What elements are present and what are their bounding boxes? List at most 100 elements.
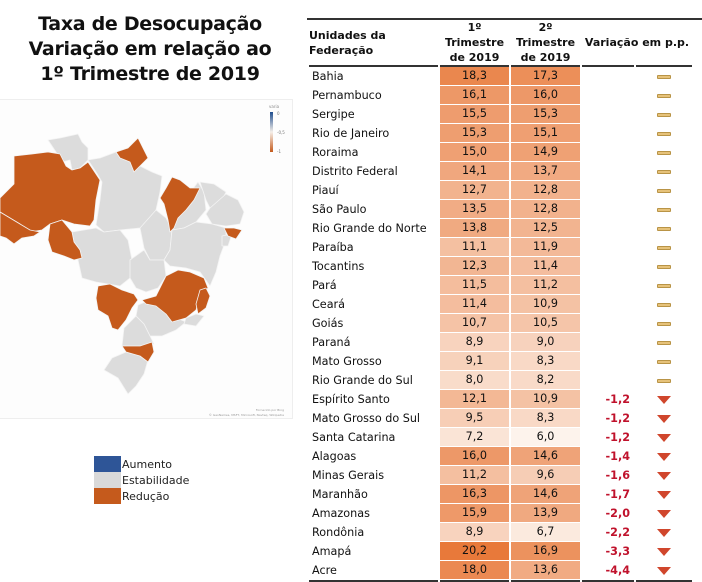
down-triangle-icon [657, 471, 671, 480]
table-row: Piauí 12,7 12,8 [309, 181, 692, 200]
state-santa-catarina[interactable] [121, 341, 155, 363]
header-rule [309, 65, 692, 67]
q2-value: 12,8 [511, 200, 580, 219]
q2-value: 14,6 [511, 485, 580, 504]
variation-icon-cell [636, 238, 692, 257]
state-alagoas[interactable] [223, 227, 243, 240]
header-q2-line2: de 2019 [520, 51, 571, 64]
table-row: Paraná 8,9 9,0 [309, 333, 692, 352]
variation-icon-cell [636, 105, 692, 124]
variation-value: -1,2 [605, 430, 630, 444]
uf-name: Acre [312, 563, 337, 577]
stable-dash-icon [657, 74, 671, 79]
stable-dash-icon [657, 188, 671, 193]
table-row: Santa Catarina 7,2 6,0 -1,2 [309, 428, 692, 447]
table-row: Paraíba 11,1 11,9 [309, 238, 692, 257]
header-q1: 1º Trimestre de 2019 [440, 20, 509, 65]
q2-value: 8,3 [511, 352, 580, 371]
q1-value: 12,1 [440, 390, 509, 409]
uf-name: Ceará [312, 297, 346, 311]
stable-dash-icon [657, 302, 671, 307]
variation-icon-cell [636, 200, 692, 219]
uf-name: Pará [312, 278, 337, 292]
variation-value [582, 314, 634, 333]
uf-name: Mato Grosso [312, 354, 382, 368]
down-triangle-icon [657, 490, 671, 499]
q2-value: 13,6 [511, 561, 580, 580]
uf-name: São Paulo [312, 202, 367, 216]
page-title: Taxa de Desocupação Variação em relação … [0, 12, 300, 87]
table-row: Amazonas 15,9 13,9 -2,0 [309, 504, 692, 523]
uf-name: Maranhão [312, 487, 368, 501]
stable-dash-icon [657, 359, 671, 364]
table-top-rule [307, 18, 702, 20]
down-triangle-icon [657, 528, 671, 537]
legend-swatch-reducao [94, 488, 121, 504]
stable-dash-icon [657, 321, 671, 326]
table-row: Distrito Federal 14,1 13,7 [309, 162, 692, 181]
variation-value: -2,2 [605, 525, 630, 539]
variation-value [582, 276, 634, 295]
uf-name: Tocantins [312, 259, 365, 273]
legend-label: Redução [122, 489, 170, 503]
state-acre[interactable] [0, 211, 41, 245]
q2-value: 9,0 [511, 333, 580, 352]
state-maranhao[interactable] [159, 176, 201, 233]
state-mato-grosso-do-sul[interactable] [95, 283, 139, 331]
q2-value: 10,9 [511, 390, 580, 409]
variation-value [582, 238, 634, 257]
stable-dash-icon [657, 112, 671, 117]
table-row: Rondônia 8,9 6,7 -2,2 [309, 523, 692, 542]
q2-value: 15,3 [511, 105, 580, 124]
q2-value: 17,3 [511, 67, 580, 86]
q2-value: 12,8 [511, 181, 580, 200]
uf-name: Espírito Santo [312, 392, 390, 406]
q2-value: 14,6 [511, 447, 580, 466]
q1-value: 15,0 [440, 143, 509, 162]
variation-icon-cell [636, 447, 692, 466]
uf-name: Rio Grande do Sul [312, 373, 413, 387]
variation-icon-cell [636, 314, 692, 333]
variation-value: -3,3 [605, 544, 630, 558]
color-scale-bar [270, 112, 273, 152]
stable-dash-icon [657, 207, 671, 212]
down-triangle-icon [657, 414, 671, 423]
uf-name: Minas Gerais [312, 468, 385, 482]
table-row: Rio de Janeiro 15,3 15,1 [309, 124, 692, 143]
state-espirito-santo[interactable] [195, 287, 211, 315]
brazil-map: varia 0 -0,5 -1 Fornecido por Bing © Geo… [0, 99, 293, 419]
uf-name: Santa Catarina [312, 430, 396, 444]
q2-value: 11,9 [511, 238, 580, 257]
state-rio-de-janeiro[interactable] [183, 313, 205, 327]
q2-value: 11,4 [511, 257, 580, 276]
state-rn-pb-pe[interactable] [205, 193, 245, 227]
table-row: Tocantins 12,3 11,4 [309, 257, 692, 276]
variation-icon-cell [636, 143, 692, 162]
down-triangle-icon [657, 452, 671, 461]
variation-icon-cell [636, 352, 692, 371]
table-row: São Paulo 13,5 12,8 [309, 200, 692, 219]
table-row: Sergipe 15,5 15,3 [309, 105, 692, 124]
state-amazonas[interactable] [0, 151, 101, 233]
state-rondonia[interactable] [47, 219, 83, 261]
uf-name: Alagoas [312, 449, 357, 463]
state-rio-grande-do-sul[interactable] [103, 351, 149, 395]
q1-value: 18,0 [440, 561, 509, 580]
state-bahia[interactable] [163, 221, 227, 287]
stable-dash-icon [657, 131, 671, 136]
variation-icon-cell [636, 67, 692, 86]
legend-swatch-aumento [94, 456, 121, 472]
title-line-2: Variação em relação ao [28, 38, 272, 60]
stable-dash-icon [657, 340, 671, 345]
q1-value: 8,0 [440, 371, 509, 390]
variation-value [582, 352, 634, 371]
state-goias[interactable] [129, 249, 167, 293]
q2-value: 9,6 [511, 466, 580, 485]
scale-label-max: 0 [277, 111, 280, 116]
q1-value: 16,1 [440, 86, 509, 105]
q1-value: 7,2 [440, 428, 509, 447]
header-q1-line2: de 2019 [449, 51, 500, 64]
state-amapa[interactable] [115, 137, 149, 173]
q1-value: 15,9 [440, 504, 509, 523]
variation-value: -1,6 [605, 468, 630, 482]
